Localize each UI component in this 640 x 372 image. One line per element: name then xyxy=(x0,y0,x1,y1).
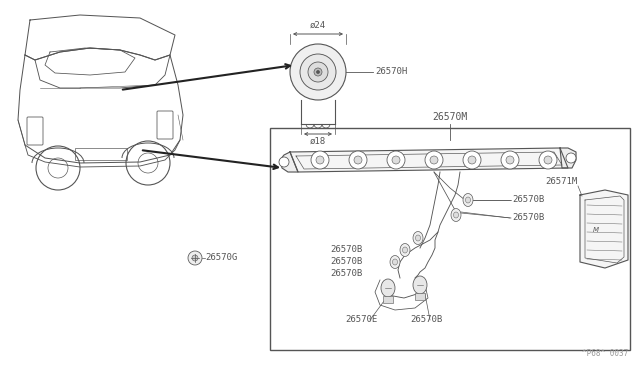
Text: 26571M: 26571M xyxy=(546,177,578,186)
Circle shape xyxy=(311,151,329,169)
Text: 26570B: 26570B xyxy=(410,315,442,324)
Circle shape xyxy=(539,151,557,169)
Text: ø24: ø24 xyxy=(310,21,326,30)
Bar xyxy=(270,128,630,350)
Ellipse shape xyxy=(390,256,400,269)
Circle shape xyxy=(192,255,198,261)
Circle shape xyxy=(392,156,400,164)
Ellipse shape xyxy=(465,197,470,203)
Polygon shape xyxy=(580,190,628,268)
Circle shape xyxy=(300,54,336,90)
Ellipse shape xyxy=(400,244,410,257)
Circle shape xyxy=(506,156,514,164)
Circle shape xyxy=(430,156,438,164)
Circle shape xyxy=(354,156,362,164)
Text: 26570B: 26570B xyxy=(330,269,362,278)
Ellipse shape xyxy=(413,231,423,244)
Circle shape xyxy=(317,71,319,74)
Circle shape xyxy=(279,157,289,167)
Ellipse shape xyxy=(413,276,427,294)
Bar xyxy=(383,296,393,303)
Circle shape xyxy=(468,156,476,164)
Circle shape xyxy=(316,156,324,164)
Text: M: M xyxy=(593,227,599,233)
Text: 26570H: 26570H xyxy=(375,67,407,77)
Ellipse shape xyxy=(392,259,397,265)
Text: 26570B: 26570B xyxy=(330,246,362,254)
Text: 26570G: 26570G xyxy=(205,253,237,263)
Text: 26570B: 26570B xyxy=(330,257,362,266)
Circle shape xyxy=(188,251,202,265)
Ellipse shape xyxy=(451,208,461,221)
Circle shape xyxy=(544,156,552,164)
Text: 26570E: 26570E xyxy=(345,315,377,324)
Circle shape xyxy=(425,151,443,169)
Polygon shape xyxy=(290,148,568,172)
Ellipse shape xyxy=(463,193,473,206)
Circle shape xyxy=(463,151,481,169)
Text: 26570B: 26570B xyxy=(512,196,544,205)
Polygon shape xyxy=(280,152,298,172)
Polygon shape xyxy=(560,148,576,168)
Text: 26570B: 26570B xyxy=(512,214,544,222)
Bar xyxy=(415,293,425,300)
Circle shape xyxy=(387,151,405,169)
Circle shape xyxy=(290,44,346,100)
Text: 26570M: 26570M xyxy=(433,112,468,122)
Text: ^P68^ 0037: ^P68^ 0037 xyxy=(582,349,628,358)
Text: ø18: ø18 xyxy=(310,137,326,146)
Ellipse shape xyxy=(403,247,408,253)
Circle shape xyxy=(349,151,367,169)
Ellipse shape xyxy=(415,235,420,241)
Ellipse shape xyxy=(381,279,395,297)
Bar xyxy=(75,148,127,160)
Ellipse shape xyxy=(454,212,458,218)
Circle shape xyxy=(566,153,576,163)
Circle shape xyxy=(501,151,519,169)
Circle shape xyxy=(314,68,322,76)
Circle shape xyxy=(308,62,328,82)
